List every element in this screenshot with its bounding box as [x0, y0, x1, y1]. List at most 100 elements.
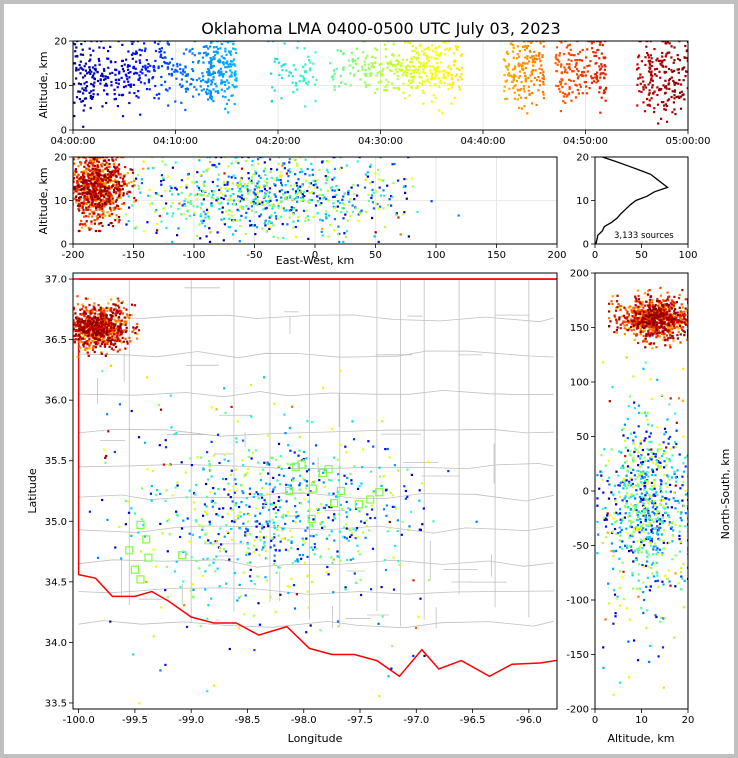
plan-view-source — [149, 492, 152, 495]
plan-view-source — [180, 527, 184, 530]
altitude-time-source — [661, 64, 664, 67]
altitude-ew-source — [198, 188, 201, 192]
altitude-ew-source — [196, 205, 199, 208]
altitude-ew-source — [411, 177, 414, 180]
altitude-time-source — [98, 63, 101, 66]
plan-view-source — [206, 451, 209, 454]
plan-view-source — [279, 540, 282, 543]
altitude-time-source — [572, 70, 575, 73]
altitude-ew-source — [192, 205, 195, 208]
altitude-time-source — [531, 55, 534, 58]
altitude-time-source — [114, 73, 117, 76]
altitude-ew-source — [78, 209, 81, 212]
altitude-time-source — [301, 75, 304, 78]
plan-view-source — [333, 456, 336, 459]
plan-view-source — [341, 535, 345, 538]
plan-view-source — [120, 557, 123, 560]
altitude-ew-source — [311, 173, 314, 176]
altitude-time-source — [664, 85, 668, 88]
altitude-time-source — [359, 78, 362, 81]
altitude-ew-source — [73, 173, 76, 176]
plan-view-source — [169, 394, 172, 397]
plan-view-source — [312, 462, 315, 465]
plan-view-source — [423, 654, 426, 657]
altitude-time-source — [562, 95, 565, 98]
altitude-ew-source — [307, 237, 310, 240]
altitude-time-source — [503, 89, 506, 93]
altitude-ew-source — [84, 197, 87, 200]
plan-view-source — [116, 320, 119, 323]
plan-view-source — [133, 512, 137, 515]
altitude-time-source — [426, 78, 429, 81]
plan-view-source — [76, 330, 79, 333]
plan-view-source — [408, 525, 411, 528]
altitude-ew-source — [82, 184, 85, 187]
altitude-ew-source — [98, 197, 101, 200]
altitude-time-source — [558, 60, 561, 63]
altitude-time-source — [680, 83, 683, 86]
plan-view-source — [315, 507, 318, 510]
altitude-ew-source — [246, 188, 249, 191]
altitude-ew-source — [83, 200, 86, 203]
altitude-time-source — [78, 98, 81, 101]
altitude-ew-source — [137, 184, 140, 188]
plan-view-source — [233, 491, 236, 494]
altitude-time-source — [131, 41, 134, 43]
altitude-time-source — [189, 49, 192, 52]
plan-view-source — [395, 507, 398, 510]
altitude-time-source — [581, 48, 584, 52]
altitude-ew-source — [277, 237, 280, 240]
altitude-time-source — [157, 42, 160, 46]
altitude-ew-source — [241, 185, 244, 188]
plan-view-source — [272, 501, 275, 505]
altitude-time-source — [105, 101, 108, 105]
plan-view-source — [204, 570, 207, 573]
plan-view-source — [81, 303, 84, 306]
altitude-time-tick-label-y: 20 — [54, 37, 67, 48]
altitude-time-source — [567, 44, 570, 47]
altitude-ew-tick-label-x: -150 — [122, 250, 145, 261]
altitude-ew-source — [268, 158, 272, 161]
altitude-ew-source — [390, 204, 393, 207]
altitude-time-source — [558, 41, 562, 43]
altitude-time-source — [121, 59, 124, 63]
altitude-time-source — [602, 92, 605, 95]
altitude-ew-source — [216, 231, 219, 234]
altitude-ew-source — [229, 226, 232, 229]
plan-view-source — [263, 545, 266, 548]
altitude-ew-source — [264, 192, 267, 195]
altitude-time-source — [278, 73, 281, 77]
plan-view-source — [216, 567, 219, 570]
altitude-time-source — [179, 67, 182, 71]
altitude-time-source — [402, 91, 405, 94]
altitude-ew-tick-label-y: 10 — [54, 196, 67, 207]
altitude-time-source — [585, 56, 588, 59]
altitude-ew-source — [252, 198, 255, 201]
plan-view-source — [195, 520, 198, 523]
altitude-time-source — [600, 63, 603, 66]
altitude-time-source — [228, 51, 232, 54]
altitude-ew-source — [254, 197, 257, 200]
plan-view-source — [117, 300, 120, 303]
altitude-ew-source — [164, 163, 167, 166]
altitude-ew-source — [269, 196, 272, 199]
altitude-time-source — [213, 57, 216, 60]
plan-view-source — [78, 328, 81, 331]
plan-view-source — [333, 515, 336, 519]
altitude-ew-source — [316, 178, 319, 182]
altitude-ew-source — [312, 179, 315, 182]
altitude-ew-source — [124, 166, 127, 169]
plan-view-source — [345, 527, 348, 530]
altitude-ew-source — [199, 237, 202, 240]
altitude-time-source — [83, 97, 87, 100]
plan-view-source — [400, 533, 403, 536]
altitude-ew-source — [99, 179, 103, 182]
altitude-time-source — [661, 61, 664, 64]
altitude-time-source — [186, 87, 189, 90]
altitude-time-source — [212, 88, 215, 91]
altitude-time-source — [201, 72, 204, 75]
altitude-ew-source — [88, 212, 91, 215]
altitude-time-source — [572, 79, 575, 83]
altitude-ew-source — [299, 185, 302, 188]
altitude-ew-source — [304, 219, 307, 222]
